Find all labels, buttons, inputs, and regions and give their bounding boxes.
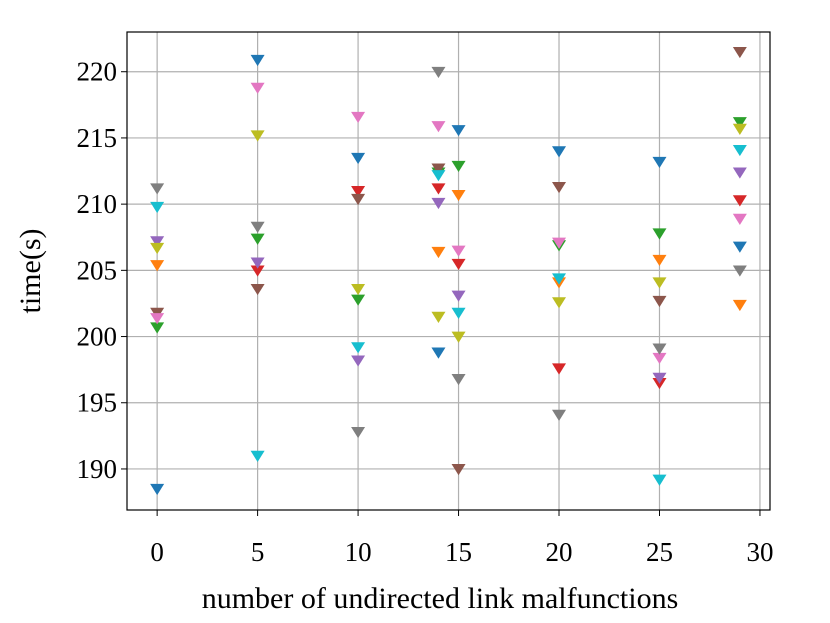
y-tick-label: 195 <box>77 388 118 418</box>
marker <box>652 228 667 240</box>
x-tick-label: 20 <box>546 537 573 567</box>
axes-frame <box>126 31 771 511</box>
x-tick-label: 25 <box>646 537 673 567</box>
marker <box>431 170 446 182</box>
marker <box>552 273 567 285</box>
marker <box>150 183 165 195</box>
marker <box>431 121 446 133</box>
marker <box>250 265 265 277</box>
marker <box>732 117 747 129</box>
marker <box>150 260 165 272</box>
x-tick-label: 5 <box>251 537 265 567</box>
plot-area <box>150 46 747 496</box>
grid <box>127 32 770 510</box>
marker <box>732 265 747 277</box>
marker <box>732 46 747 59</box>
marker <box>351 426 366 439</box>
marker <box>351 294 366 306</box>
marker <box>451 290 466 302</box>
marker <box>451 307 466 320</box>
y-tick-label: 190 <box>77 454 118 484</box>
marker <box>451 331 466 343</box>
marker <box>732 299 747 312</box>
marker <box>250 54 265 67</box>
marker <box>150 483 165 496</box>
marker <box>652 474 667 486</box>
x-tick-label: 30 <box>746 537 773 567</box>
marker <box>652 156 667 169</box>
y-tick-label: 210 <box>77 189 118 219</box>
marker <box>652 295 667 308</box>
marker <box>150 236 165 248</box>
marker <box>451 160 466 173</box>
marker <box>732 167 747 179</box>
marker <box>351 355 366 367</box>
marker <box>451 189 466 202</box>
marker <box>150 242 165 255</box>
marker <box>451 464 466 476</box>
x-tick-label: 15 <box>445 537 472 567</box>
marker <box>652 277 667 289</box>
marker <box>732 213 747 225</box>
marker <box>351 342 366 354</box>
marker <box>552 146 567 158</box>
marker <box>250 130 265 142</box>
marker <box>431 347 446 359</box>
x-tick-label: 10 <box>345 537 372 567</box>
marker <box>150 201 165 214</box>
y-tick-label: 220 <box>77 57 118 87</box>
marker <box>250 221 265 233</box>
marker <box>351 111 366 124</box>
marker <box>451 245 466 257</box>
marker <box>431 163 446 175</box>
marker <box>451 374 466 386</box>
marker <box>150 322 165 334</box>
marker <box>250 82 265 94</box>
marker <box>431 197 446 210</box>
marker <box>431 183 446 195</box>
marker <box>652 254 667 267</box>
marker <box>351 152 366 165</box>
marker <box>732 195 747 207</box>
marker <box>250 450 265 463</box>
marker <box>451 258 466 271</box>
marker <box>552 363 567 375</box>
marker <box>150 313 165 325</box>
marker <box>431 311 446 323</box>
x-axis-label: number of undirected link malfunctions <box>202 582 679 615</box>
marker <box>250 257 265 269</box>
marker <box>351 193 366 206</box>
x-tick-label: 0 <box>150 537 164 567</box>
marker <box>351 283 366 296</box>
marker <box>652 343 667 355</box>
marker <box>431 246 446 259</box>
marker <box>351 185 366 198</box>
y-axis-label: time(s) <box>14 229 47 314</box>
marker <box>431 66 446 79</box>
marker <box>552 237 567 249</box>
marker <box>552 297 567 309</box>
y-tick-label: 205 <box>77 255 118 285</box>
marker <box>250 283 265 296</box>
y-tick-label: 215 <box>77 123 118 153</box>
marker <box>732 123 747 135</box>
marker <box>652 352 667 365</box>
marker <box>250 233 265 245</box>
marker <box>732 144 747 157</box>
marker <box>552 182 567 194</box>
marker <box>652 372 667 384</box>
y-tick-label: 200 <box>77 322 118 352</box>
ticks: 0 5 10 15 20 25 30 190 195 200 205 210 215 220 <box>77 57 774 567</box>
marker <box>552 409 567 421</box>
marker <box>451 125 466 137</box>
marker <box>732 241 747 253</box>
